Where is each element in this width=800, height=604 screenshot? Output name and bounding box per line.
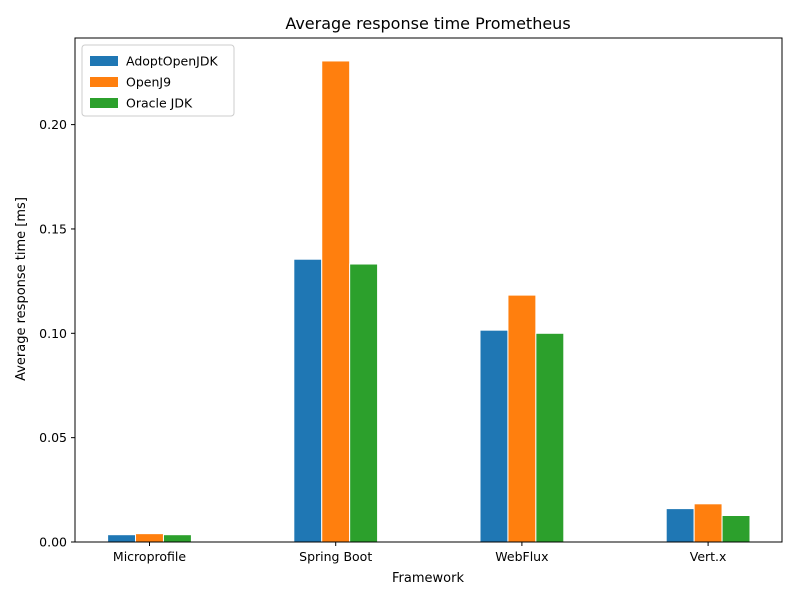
bar xyxy=(135,533,164,543)
bar xyxy=(293,258,323,543)
bar xyxy=(107,534,137,543)
bar xyxy=(479,329,509,543)
bar xyxy=(693,503,723,543)
legend-swatch xyxy=(90,56,118,66)
legend-label: Oracle JDK xyxy=(126,96,193,111)
legend-swatch xyxy=(90,98,118,108)
legend: AdoptOpenJDK OpenJ9 Oracle JDK xyxy=(81,44,235,117)
legend-swatch xyxy=(90,77,118,87)
y-tick-label: 0.20 xyxy=(39,117,67,132)
legend-box xyxy=(81,44,235,117)
bar xyxy=(321,60,351,543)
legend-label: OpenJ9 xyxy=(126,75,171,90)
bar xyxy=(721,515,751,543)
x-tick-label: Vert.x xyxy=(690,549,727,564)
bar xyxy=(665,508,695,543)
y-axis-label: Average response time [ms] xyxy=(14,197,29,381)
bar xyxy=(349,263,379,543)
bar xyxy=(162,534,192,543)
y-tick-label: 0.05 xyxy=(39,430,67,445)
x-tick-label: WebFlux xyxy=(495,549,548,564)
plot-area: 0.00 0.05 0.10 0.15 0.20 Microprofile Spring B… xyxy=(39,37,783,564)
x-tick-label: Microprofile xyxy=(113,549,186,564)
x-axis-label: Framework xyxy=(392,571,464,586)
y-tick-label: 0.00 xyxy=(39,535,67,550)
bar xyxy=(535,332,565,543)
x-tick-label: Spring Boot xyxy=(299,549,372,564)
plot-frame xyxy=(74,37,783,543)
chart-title: Average response time Prometheus xyxy=(285,14,570,33)
y-tick-label: 0.10 xyxy=(39,326,67,341)
legend-label: AdoptOpenJDK xyxy=(126,54,218,69)
bar xyxy=(507,294,537,543)
y-tick-label: 0.15 xyxy=(39,221,67,236)
